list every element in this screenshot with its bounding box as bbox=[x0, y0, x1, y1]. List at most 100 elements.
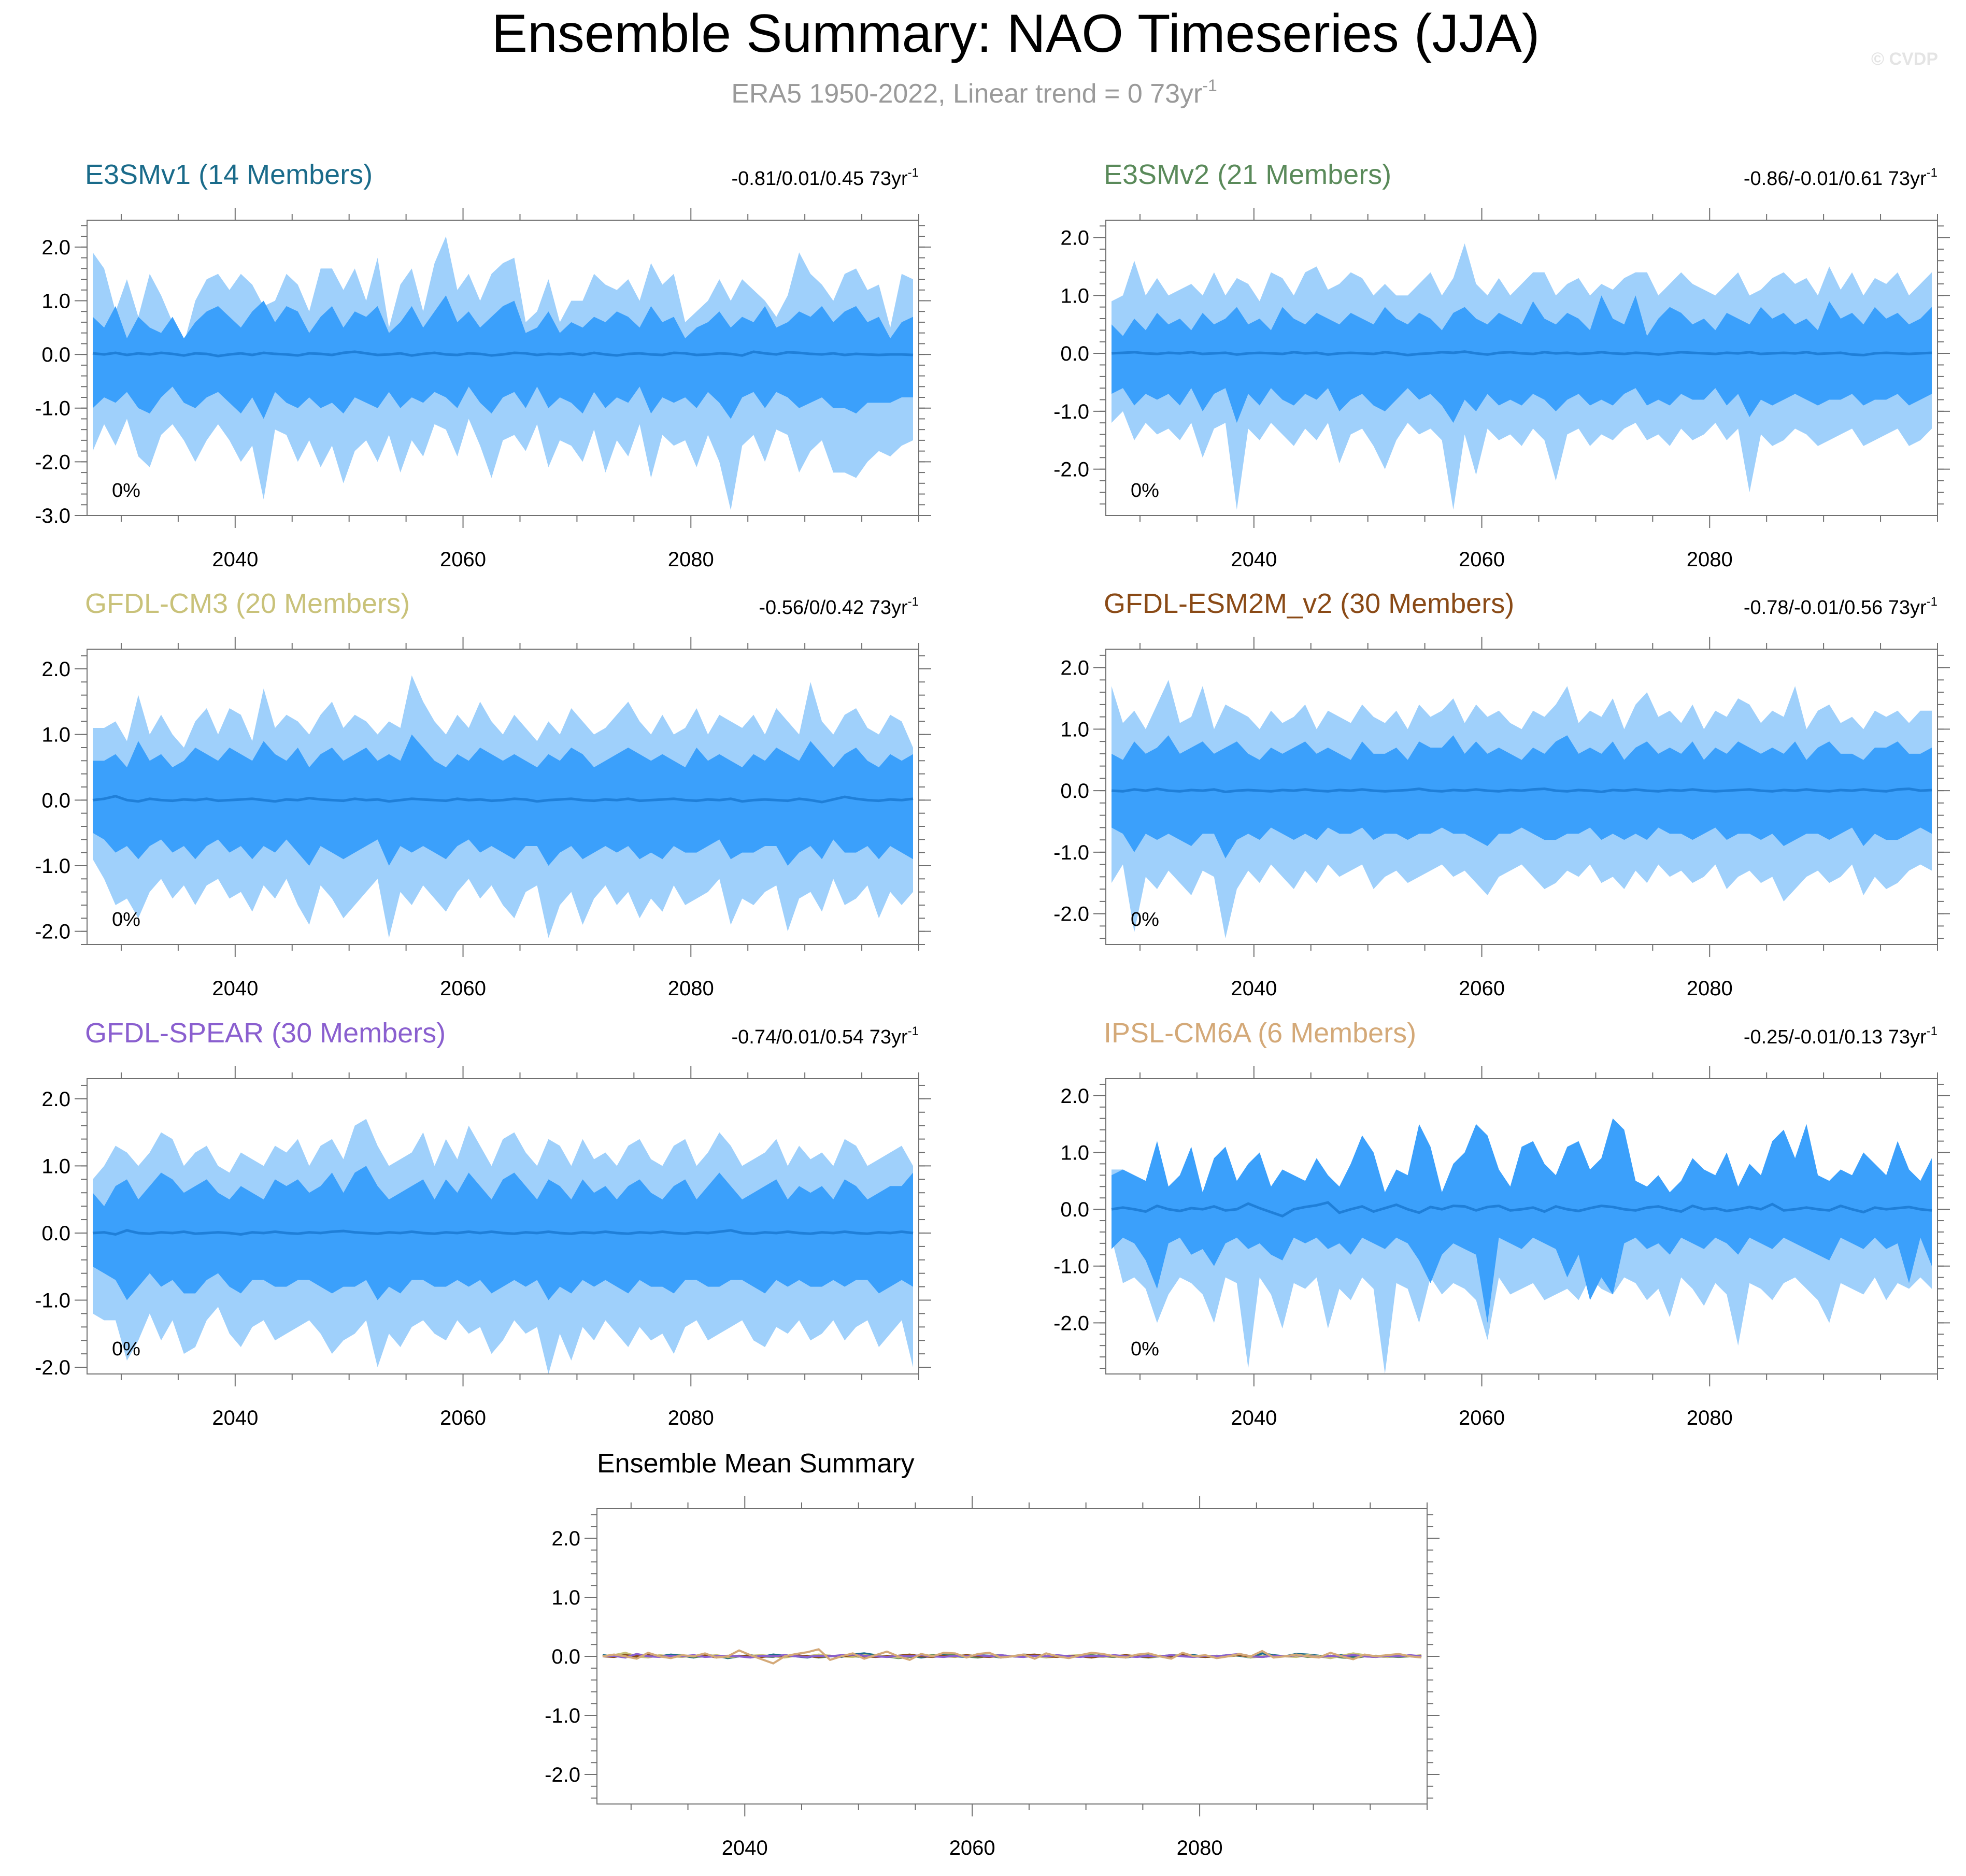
main-title: Ensemble Summary: NAO Timeseries (JJA) bbox=[492, 4, 1540, 64]
trend-value: -0.74/0.01/0.54 73yr bbox=[732, 1026, 908, 1048]
y-tick-label: -1.0 bbox=[1053, 400, 1089, 423]
ensemble-mean-line bbox=[92, 350, 914, 357]
ensemble-mean-line bbox=[92, 795, 914, 804]
y-tick-label: -2.0 bbox=[1053, 903, 1089, 926]
x-tick-label: 2040 bbox=[1231, 1407, 1277, 1429]
x-tick-label: 2080 bbox=[1687, 548, 1733, 571]
trend-label: -0.81/0.01/0.45 73yr-1 bbox=[732, 166, 919, 190]
y-tick-label: 2.0 bbox=[551, 1527, 580, 1550]
y-tick-label: -1.0 bbox=[1053, 1255, 1089, 1278]
x-tick-label: 2040 bbox=[212, 977, 258, 1000]
y-tick-label: 2.0 bbox=[41, 1088, 70, 1111]
y-tick-label: 0.0 bbox=[41, 343, 70, 366]
subtitle-sup: -1 bbox=[1202, 76, 1217, 95]
trend-sup: -1 bbox=[1927, 595, 1937, 609]
x-tick-label: 2080 bbox=[668, 1407, 714, 1429]
x-tick-label: 2060 bbox=[440, 548, 486, 571]
panel-e3smv1: E3SMv1 (14 Members) -0.81/0.01/0.45 73yr-… bbox=[35, 159, 931, 571]
trend-sup: -1 bbox=[908, 166, 919, 180]
y-tick-label: 1.0 bbox=[41, 1155, 70, 1178]
trend-label: -0.86/-0.01/0.61 73yr-1 bbox=[1744, 166, 1937, 190]
ensemble-mean-line bbox=[1111, 350, 1932, 356]
panel-title: IPSL-CM6A (6 Members) bbox=[1104, 1018, 1416, 1049]
y-tick-label: -2.0 bbox=[1053, 459, 1089, 481]
panel-title: Ensemble Mean Summary bbox=[597, 1449, 915, 1479]
ensemble-mean-line bbox=[1111, 787, 1932, 794]
y-tick-label: -2.0 bbox=[35, 1356, 70, 1379]
plot-frame bbox=[1105, 1078, 1938, 1374]
x-tick-label: 2060 bbox=[1459, 1407, 1505, 1429]
y-tick-label: 0.0 bbox=[41, 1222, 70, 1245]
y-tick-label: 1.0 bbox=[1060, 1142, 1089, 1165]
percent-label: 0% bbox=[1131, 1338, 1159, 1360]
y-tick-label: 2.0 bbox=[41, 236, 70, 259]
ensemble-mean-line bbox=[1111, 1201, 1932, 1218]
series-line-ipsl-cm6a bbox=[602, 1648, 1422, 1665]
y-tick-label: 0.0 bbox=[1060, 342, 1089, 365]
inner-spread-band bbox=[1111, 1118, 1932, 1323]
panel-title: E3SMv2 (21 Members) bbox=[1104, 159, 1391, 190]
panel-title: GFDL-ESM2M_v2 (30 Members) bbox=[1104, 588, 1514, 619]
trend-value: -0.25/-0.01/0.13 73yr bbox=[1744, 1026, 1927, 1048]
trend-value: -0.56/0/0.42 73yr bbox=[759, 597, 908, 619]
x-tick-label: 2060 bbox=[949, 1837, 995, 1859]
trend-sup: -1 bbox=[908, 1024, 919, 1038]
x-tick-label: 2060 bbox=[1459, 977, 1505, 1000]
x-tick-label: 2060 bbox=[440, 1407, 486, 1429]
y-tick-label: -1.0 bbox=[545, 1705, 580, 1727]
y-tick-label: 0.0 bbox=[1060, 780, 1089, 803]
y-tick-label: 1.0 bbox=[41, 290, 70, 312]
y-tick-label: 1.0 bbox=[41, 724, 70, 747]
y-tick-label: -2.0 bbox=[545, 1764, 580, 1786]
percent-label: 0% bbox=[112, 480, 140, 502]
x-tick-label: 2080 bbox=[1687, 1407, 1733, 1429]
trend-label: -0.56/0/0.42 73yr-1 bbox=[759, 595, 919, 619]
panel-e3smv2: E3SMv2 (21 Members) -0.86/-0.01/0.61 73yr… bbox=[1053, 159, 1950, 571]
y-tick-label: 2.0 bbox=[41, 658, 70, 681]
panel-gfdl-esm2m: GFDL-ESM2M_v2 (30 Members) -0.78/-0.01/0.… bbox=[1053, 588, 1950, 1000]
y-tick-label: 2.0 bbox=[1060, 657, 1089, 680]
panel-gfdl-cm3: GFDL-CM3 (20 Members) -0.56/0/0.42 73yr-1… bbox=[35, 588, 931, 1000]
y-tick-label: -1.0 bbox=[1053, 841, 1089, 864]
panel-title: GFDL-SPEAR (30 Members) bbox=[85, 1018, 446, 1049]
percent-label: 0% bbox=[112, 909, 140, 930]
inner-spread-band bbox=[1111, 735, 1932, 858]
x-tick-label: 2080 bbox=[1687, 977, 1733, 1000]
ensemble-mean-line bbox=[92, 1229, 914, 1236]
cvdp-watermark: © CVDP bbox=[1871, 49, 1938, 69]
y-tick-label: -1.0 bbox=[35, 1290, 70, 1312]
y-tick-label: 0.0 bbox=[551, 1645, 580, 1668]
y-tick-label: 2.0 bbox=[1060, 1085, 1089, 1108]
panel-gfdl-spear: GFDL-SPEAR (30 Members) -0.74/0.01/0.54 7… bbox=[35, 1018, 931, 1429]
trend-label: -0.25/-0.01/0.13 73yr-1 bbox=[1744, 1024, 1937, 1048]
inner-spread-band bbox=[1111, 295, 1932, 423]
trend-sup: -1 bbox=[908, 595, 919, 609]
panel-ipsl-cm6a: IPSL-CM6A (6 Members) -0.25/-0.01/0.13 73… bbox=[1053, 1018, 1950, 1429]
inner-spread-band bbox=[92, 295, 914, 419]
percent-label: 0% bbox=[1131, 480, 1159, 502]
plot-frame bbox=[87, 1078, 919, 1374]
trend-value: -0.81/0.01/0.45 73yr bbox=[732, 168, 908, 190]
y-tick-label: 1.0 bbox=[1060, 718, 1089, 741]
panel-title: E3SMv1 (14 Members) bbox=[85, 159, 373, 190]
x-tick-label: 2040 bbox=[212, 548, 258, 571]
y-tick-label: 0.0 bbox=[1060, 1198, 1089, 1221]
x-tick-label: 2080 bbox=[668, 548, 714, 571]
trend-label: -0.78/-0.01/0.56 73yr-1 bbox=[1744, 595, 1937, 619]
plot-frame bbox=[87, 220, 919, 516]
y-tick-label: -2.0 bbox=[1053, 1312, 1089, 1335]
y-tick-label: -2.0 bbox=[35, 921, 70, 943]
x-tick-label: 2060 bbox=[1459, 548, 1505, 571]
x-tick-label: 2040 bbox=[1231, 548, 1277, 571]
x-tick-label: 2080 bbox=[1177, 1837, 1223, 1859]
y-tick-label: 1.0 bbox=[551, 1586, 580, 1609]
percent-label: 0% bbox=[112, 1338, 140, 1360]
trend-sup: -1 bbox=[1927, 1024, 1937, 1038]
plot-frame bbox=[1105, 649, 1938, 945]
x-tick-label: 2040 bbox=[1231, 977, 1277, 1000]
subtitle: ERA5 1950-2022, Linear trend = 0 73yr-1 bbox=[731, 76, 1217, 109]
x-tick-label: 2040 bbox=[212, 1407, 258, 1429]
plot-frame bbox=[87, 649, 919, 945]
panel-ensemble-mean: Ensemble Mean Summary 2.0 1.0 0.0 -1.0 -2.0 20… bbox=[545, 1449, 1440, 1859]
panel-title: GFDL-CM3 (20 Members) bbox=[85, 588, 410, 619]
